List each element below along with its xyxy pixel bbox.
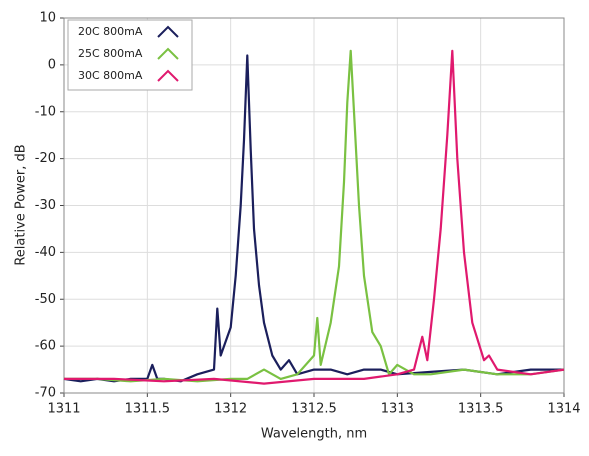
- legend: 20C 800mA 25C 800mA 30C 800mA: [67, 19, 193, 91]
- x-tick-label: 1313.5: [458, 402, 504, 417]
- legend-swatch: [157, 69, 179, 82]
- y-axis-label: Relative Power, dB: [14, 144, 29, 265]
- y-tick-label: -10: [35, 104, 56, 119]
- legend-swatch: [157, 47, 179, 60]
- x-tick-label: 1314: [547, 402, 580, 417]
- plot-frame: [63, 17, 565, 394]
- data-line: [64, 49, 565, 385]
- data-line: [63, 54, 564, 383]
- y-tick-label: -50: [35, 292, 56, 307]
- y-tick-label: -60: [35, 339, 56, 354]
- legend-label: 25C 800mA: [78, 47, 143, 60]
- legend-label: 30C 800mA: [78, 69, 143, 82]
- legend-label: 20C 800mA: [78, 25, 143, 38]
- data-line: [64, 49, 565, 383]
- x-tick-label: 1311.5: [125, 402, 171, 417]
- x-tick-label: 1311: [47, 402, 80, 417]
- y-tick-label: 10: [39, 11, 56, 26]
- y-tick-label: 0: [48, 57, 56, 72]
- y-tick-label: -30: [35, 198, 56, 213]
- x-tick-label: 1312: [214, 402, 247, 417]
- x-tick-label: 1312.5: [291, 402, 337, 417]
- y-tick-label: -40: [35, 245, 56, 260]
- x-axis-label: Wavelength, nm: [261, 427, 367, 442]
- legend-swatch: [157, 25, 179, 38]
- y-tick-label: -20: [35, 151, 56, 166]
- x-tick-label: 1313: [381, 402, 414, 417]
- y-tick-label: -70: [35, 386, 56, 401]
